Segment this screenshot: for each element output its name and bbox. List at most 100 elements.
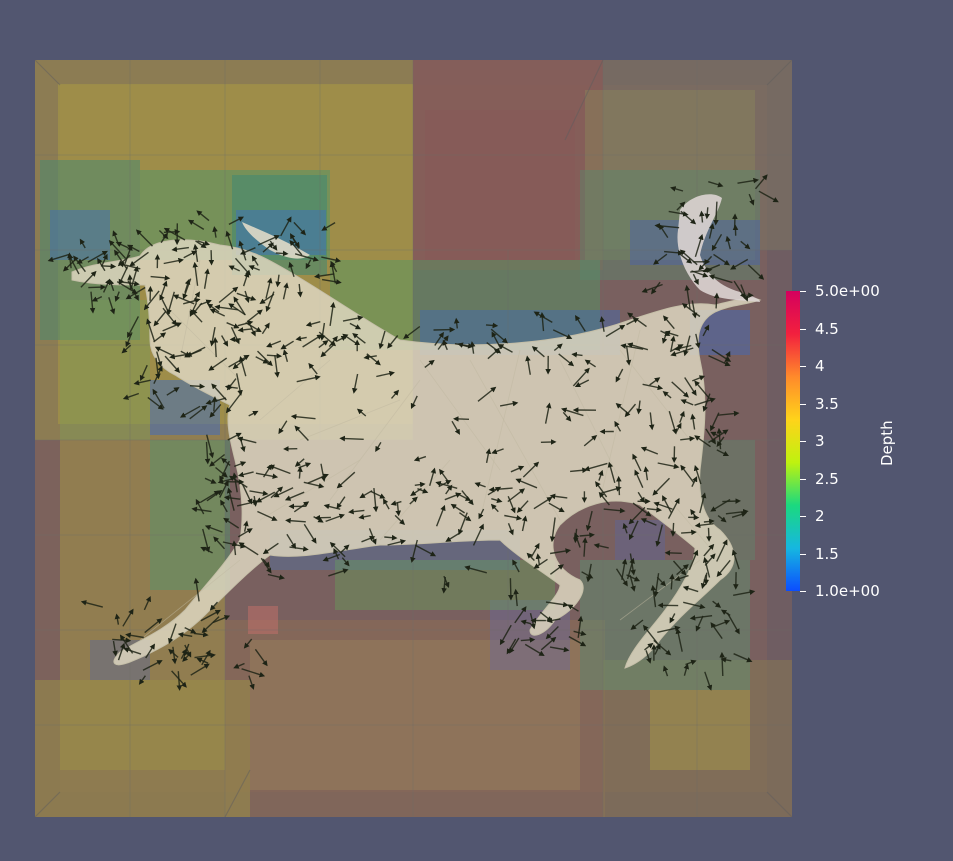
normal-arrow <box>209 601 219 611</box>
normal-arrow <box>248 410 259 417</box>
normal-arrow <box>162 307 177 326</box>
normal-arrow <box>244 290 250 303</box>
normal-arrow <box>512 559 520 573</box>
normal-arrow <box>434 331 444 346</box>
colorbar-tick-mark <box>800 516 806 517</box>
normal-arrow <box>522 461 540 478</box>
normal-arrow <box>293 221 307 236</box>
normal-arrow <box>627 312 647 328</box>
normal-arrow <box>124 244 133 265</box>
normal-arrow <box>491 448 504 455</box>
normal-arrow <box>529 613 536 630</box>
normal-arrow <box>201 649 211 666</box>
normal-arrow <box>384 534 398 541</box>
normal-arrow <box>571 351 583 358</box>
normal-arrow <box>682 585 699 593</box>
normal-arrow <box>101 253 108 266</box>
normal-arrow <box>747 264 765 280</box>
normal-arrow <box>220 335 229 347</box>
normal-arrow <box>711 233 723 252</box>
normal-arrow <box>153 332 167 343</box>
normal-arrow <box>740 284 749 302</box>
normal-arrow <box>642 624 658 644</box>
normal-arrow <box>719 651 725 677</box>
normal-arrow <box>200 490 220 503</box>
normal-arrow <box>270 486 284 499</box>
normal-arrow <box>748 193 755 206</box>
normal-arrow <box>690 413 696 430</box>
normal-arrow <box>189 302 198 317</box>
normal-arrow <box>176 671 183 691</box>
normal-arrow <box>472 523 484 546</box>
normal-arrow <box>677 251 693 264</box>
normal-arrow <box>520 619 532 626</box>
normal-arrow <box>648 412 655 431</box>
normal-arrow <box>444 492 462 501</box>
normal-arrow <box>142 660 163 671</box>
normal-arrow <box>653 501 673 510</box>
normal-arrow <box>629 575 636 592</box>
normal-arrow <box>669 613 676 624</box>
normal-arrow <box>100 263 117 270</box>
normal-arrow <box>329 301 336 327</box>
normal-arrow <box>257 234 280 246</box>
normal-arrow <box>242 271 250 287</box>
normal-arrow <box>675 628 683 652</box>
colorbar-tick-mark <box>800 366 806 367</box>
normal-arrow <box>632 502 652 517</box>
normal-arrow <box>573 630 587 636</box>
normal-arrow <box>691 476 698 488</box>
normal-arrow <box>443 575 450 588</box>
normal-arrow <box>321 256 342 263</box>
normal-arrow <box>237 320 254 327</box>
normal-arrow <box>694 234 704 258</box>
normal-arrow <box>683 663 690 676</box>
normal-arrow <box>595 481 608 498</box>
normal-arrow <box>568 635 587 647</box>
normal-arrow <box>202 528 211 553</box>
normal-arrow <box>702 556 711 578</box>
normal-arrow <box>716 539 728 562</box>
normal-arrow <box>223 517 240 529</box>
normal-arrow <box>200 609 221 622</box>
normal-arrow <box>598 491 610 506</box>
normal-arrow <box>248 265 260 271</box>
normal-arrow <box>445 532 461 542</box>
normal-arrow <box>507 495 516 514</box>
normal-arrow <box>305 321 321 327</box>
normal-arrow <box>438 480 452 488</box>
normal-arrow <box>189 405 208 420</box>
normal-arrow <box>490 328 508 344</box>
normal-arrow <box>348 508 365 515</box>
normal-arrow <box>361 535 376 543</box>
normal-arrow <box>716 559 731 577</box>
normal-arrow <box>73 255 86 273</box>
normal-arrow <box>558 353 575 367</box>
normal-arrow <box>184 346 206 358</box>
normal-arrow <box>192 243 199 263</box>
normal-arrow <box>233 296 246 316</box>
normal-arrow <box>390 500 402 506</box>
normal-arrow <box>535 553 542 566</box>
normal-arrow <box>643 466 649 481</box>
normal-arrow <box>642 383 664 391</box>
normal-arrow <box>308 362 318 375</box>
normal-arrow <box>282 282 289 300</box>
normal-arrow <box>192 261 199 286</box>
normal-arrow <box>704 207 711 220</box>
colorbar-tick-mark <box>800 553 806 555</box>
normal-arrow <box>195 240 207 249</box>
normal-arrow <box>121 280 140 287</box>
normal-arrow <box>410 395 418 410</box>
normal-arrow <box>290 413 316 420</box>
normal-arrow <box>341 557 350 567</box>
normal-arrow <box>683 601 706 610</box>
normal-arrow <box>510 465 525 473</box>
normal-arrow <box>712 600 722 608</box>
normal-arrow <box>716 436 725 447</box>
normal-arrow <box>302 334 323 348</box>
normal-arrow <box>363 354 377 360</box>
normal-arrow <box>664 330 679 337</box>
